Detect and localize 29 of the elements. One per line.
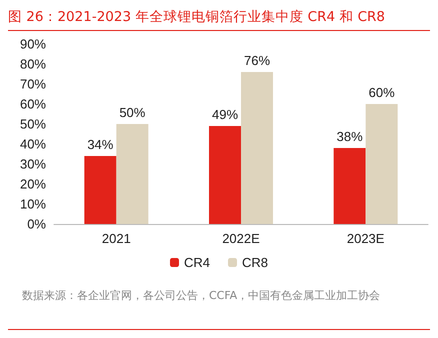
y-tick-label: 40% bbox=[20, 136, 46, 152]
y-tick-label: 10% bbox=[20, 196, 46, 212]
y-tick-label: 50% bbox=[20, 116, 46, 132]
bar bbox=[241, 72, 273, 224]
x-tick-label: 2021 bbox=[102, 231, 131, 246]
bar bbox=[209, 126, 241, 224]
source-note: 数据来源：各企业官网，各公司公告，CCFA，中国有色金属工业加工协会 bbox=[22, 288, 382, 304]
bar bbox=[334, 148, 366, 224]
y-tick-label: 30% bbox=[20, 156, 46, 172]
bar bbox=[116, 124, 148, 224]
x-tick-label: 2023E bbox=[346, 231, 385, 246]
x-tick-label: 2022E bbox=[222, 231, 260, 246]
data-label: 60% bbox=[368, 85, 396, 100]
bar bbox=[366, 104, 398, 224]
y-tick-label: 0% bbox=[27, 216, 46, 232]
data-label: 38% bbox=[336, 129, 364, 144]
bar bbox=[84, 156, 116, 224]
legend-label: CR4 bbox=[184, 255, 210, 270]
y-tick-label: 80% bbox=[20, 56, 46, 72]
y-tick-label: 20% bbox=[20, 176, 46, 192]
y-tick-label: 90% bbox=[20, 36, 46, 52]
data-label: 50% bbox=[119, 105, 146, 120]
data-label: 76% bbox=[244, 53, 270, 68]
legend-label: CR8 bbox=[242, 255, 268, 270]
y-tick-label: 70% bbox=[20, 76, 46, 92]
y-tick-label: 60% bbox=[20, 96, 46, 112]
chart-title: 图 26：2021-2023 年全球锂电铜箔行业集中度 CR4 和 CR8 bbox=[8, 8, 386, 26]
data-label: 34% bbox=[87, 137, 114, 152]
data-label: 49% bbox=[212, 107, 238, 122]
